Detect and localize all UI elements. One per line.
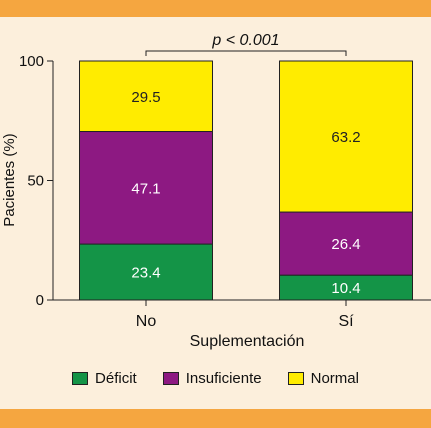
legend-item-deficit: Déficit [72,370,137,387]
legend-swatch-deficit [72,372,89,385]
significance-annotation: p < 0.001 [145,32,347,56]
bar-deficit-no [79,243,213,301]
x-tick-label-si: Sí [338,313,354,330]
data-label-normal-si: 63.2 [331,129,360,146]
legend-label-deficit: Déficit [95,370,137,387]
bar-normal-no [79,60,213,133]
legend-swatch-insuficiente [162,372,179,385]
significance-bracket [145,50,347,56]
bottom-band [0,409,431,428]
significance-label: p < 0.001 [211,32,279,49]
y-tick-label-50: 50 [27,173,44,190]
legend-swatch-normal [287,372,304,385]
bars-layer: 23.4 47.1 29.5 10.4 26.4 63.2 [79,60,413,301]
y-tick-label-100: 100 [19,53,44,70]
legend: Déficit Insuficiente Normal [0,370,431,387]
data-label-deficit-no: 23.4 [131,265,160,282]
bar-insuficiente-no [79,131,213,245]
legend-label-normal: Normal [310,370,359,387]
top-band [0,0,431,17]
legend-item-insuficiente: Insuficiente [162,370,262,387]
bar-deficit-si [279,274,413,301]
data-label-normal-no: 29.5 [131,89,160,106]
axes-layer: No Sí 0 50 100 [19,53,431,330]
y-axis-label: Pacientes (%) [1,133,18,226]
data-label-insuficiente-no: 47.1 [131,180,160,197]
legend-item-normal: Normal [287,370,359,387]
data-label-deficit-si: 10.4 [331,280,360,297]
x-tick-label-no: No [136,313,157,330]
legend-label-insuficiente: Insuficiente [185,370,262,387]
bar-normal-si [279,60,413,213]
data-label-insuficiente-si: 26.4 [331,236,360,253]
y-tick-label-0: 0 [36,292,44,309]
x-axis-label: Suplementación [190,333,305,350]
stacked-bar-chart: 23.4 47.1 29.5 10.4 26.4 63.2 No Sí 0 50 100 p < … [1,32,431,350]
